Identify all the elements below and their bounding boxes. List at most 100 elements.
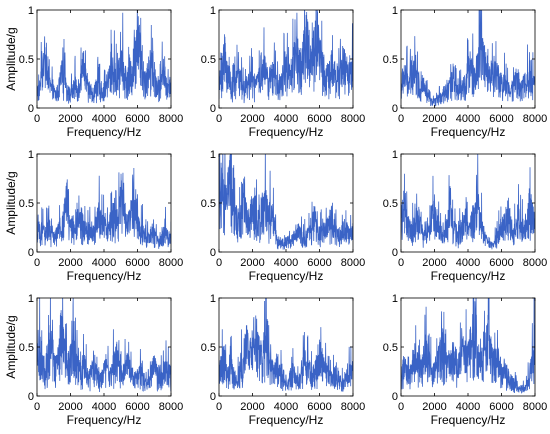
x-axis-label: Frequency/Hz [249,269,324,283]
x-tick-label: 4000 [92,257,116,269]
x-tick-label: 0 [398,401,404,413]
x-tick-label: 6000 [125,257,149,269]
x-tick-label: 4000 [456,257,480,269]
y-tick-label: 0 [392,103,398,115]
y-tick-label: 1 [392,149,398,161]
y-tick-label: 1 [392,5,398,17]
x-tick-label: 0 [216,113,222,125]
y-axis-label: Amplitude/g [4,315,18,378]
x-tick-label: 2000 [422,113,446,125]
x-tick-label: 8000 [523,113,547,125]
series-line [219,10,353,104]
y-tick-label: 0.5 [19,198,34,210]
series-line [37,10,171,104]
x-tick-label: 8000 [341,401,365,413]
y-tick-label: 1 [210,293,216,305]
x-tick-label: 2000 [58,257,82,269]
x-axis-label: Frequency/Hz [249,413,324,427]
x-tick-label: 8000 [523,401,547,413]
series-line [37,167,171,249]
y-tick-label: 1 [28,5,34,17]
y-tick-label: 0.5 [19,342,34,354]
x-tick-label: 6000 [125,113,149,125]
y-tick-label: 0.5 [201,54,216,66]
x-tick-label: 4000 [92,113,116,125]
x-tick-label: 8000 [523,257,547,269]
x-tick-label: 2000 [422,401,446,413]
x-axis-label: Frequency/Hz [67,269,142,283]
x-tick-label: 4000 [274,401,298,413]
x-tick-label: 2000 [422,257,446,269]
x-tick-label: 8000 [341,257,365,269]
y-tick-label: 1 [28,293,34,305]
x-axis-label: Frequency/Hz [431,413,506,427]
x-tick-label: 0 [398,113,404,125]
series-line [401,10,535,107]
x-tick-label: 6000 [307,113,331,125]
y-axis-label: Amplitude/g [4,171,18,234]
x-tick-label: 6000 [307,257,331,269]
x-tick-label: 0 [34,401,40,413]
x-tick-label: 4000 [274,113,298,125]
x-tick-label: 0 [34,113,40,125]
x-tick-label: 6000 [307,401,331,413]
y-tick-label: 0 [392,247,398,259]
y-tick-label: 0 [210,391,216,403]
y-tick-label: 1 [28,149,34,161]
x-tick-label: 6000 [489,113,513,125]
x-tick-label: 4000 [92,401,116,413]
x-tick-label: 6000 [125,401,149,413]
x-tick-label: 2000 [58,401,82,413]
x-tick-label: 8000 [341,113,365,125]
subplot-4: 0 2000 4000 6000 8000 0 0.5 1 Frequency/Hz Amplit… [4,149,183,283]
x-axis-label: Frequency/Hz [431,125,506,139]
subplot-8: 0 2000 4000 6000 8000 0 0.5 1 Frequency/Hz [201,293,366,427]
x-tick-label: 4000 [274,257,298,269]
series-line [401,298,535,394]
x-axis-label: Frequency/Hz [249,125,324,139]
x-tick-label: 8000 [159,113,183,125]
series-line [401,154,535,250]
y-tick-label: 0.5 [383,198,398,210]
x-tick-label: 0 [216,257,222,269]
y-tick-label: 0 [210,103,216,115]
y-tick-label: 0 [28,391,34,403]
subplot-2: 0 2000 4000 6000 8000 0 0.5 1 Frequency/Hz [201,5,366,139]
y-tick-label: 0 [210,247,216,259]
y-axis-label: Amplitude/g [4,27,18,90]
y-tick-label: 0.5 [383,342,398,354]
y-tick-label: 0.5 [383,54,398,66]
y-tick-label: 1 [392,293,398,305]
y-tick-label: 0.5 [19,54,34,66]
subplot-7: 0 2000 4000 6000 8000 0 0.5 1 Frequency/Hz Amplit… [4,293,183,427]
x-axis-label: Frequency/Hz [67,413,142,427]
x-axis-label: Frequency/Hz [431,269,506,283]
x-tick-label: 6000 [489,401,513,413]
y-tick-label: 0 [28,103,34,115]
x-tick-label: 0 [216,401,222,413]
series-line [219,298,353,392]
x-tick-label: 4000 [456,113,480,125]
axes-box [400,153,536,253]
y-tick-label: 0 [28,247,34,259]
x-tick-label: 2000 [240,401,264,413]
y-tick-label: 1 [210,5,216,17]
series-line [219,154,353,250]
x-axis-label: Frequency/Hz [67,125,142,139]
x-tick-label: 0 [34,257,40,269]
x-tick-label: 6000 [489,257,513,269]
y-tick-label: 0 [392,391,398,403]
subplot-3: 0 2000 4000 6000 8000 0 0.5 1 Frequency/Hz [383,5,548,139]
x-tick-label: 2000 [240,113,264,125]
y-tick-label: 0.5 [201,198,216,210]
x-tick-label: 8000 [159,257,183,269]
subplot-9: 0 2000 4000 6000 8000 0 0.5 1 Frequency/Hz [383,293,548,427]
x-tick-label: 2000 [58,113,82,125]
y-tick-label: 0.5 [201,342,216,354]
subplot-5: 0 2000 4000 6000 8000 0 0.5 1 Frequency/Hz [201,149,366,283]
x-tick-label: 8000 [159,401,183,413]
axes-box [36,297,172,397]
y-tick-label: 1 [210,149,216,161]
subplot-1: 0 2000 4000 6000 8000 0 0.5 1 Frequency/Hz Amplit… [4,5,183,139]
